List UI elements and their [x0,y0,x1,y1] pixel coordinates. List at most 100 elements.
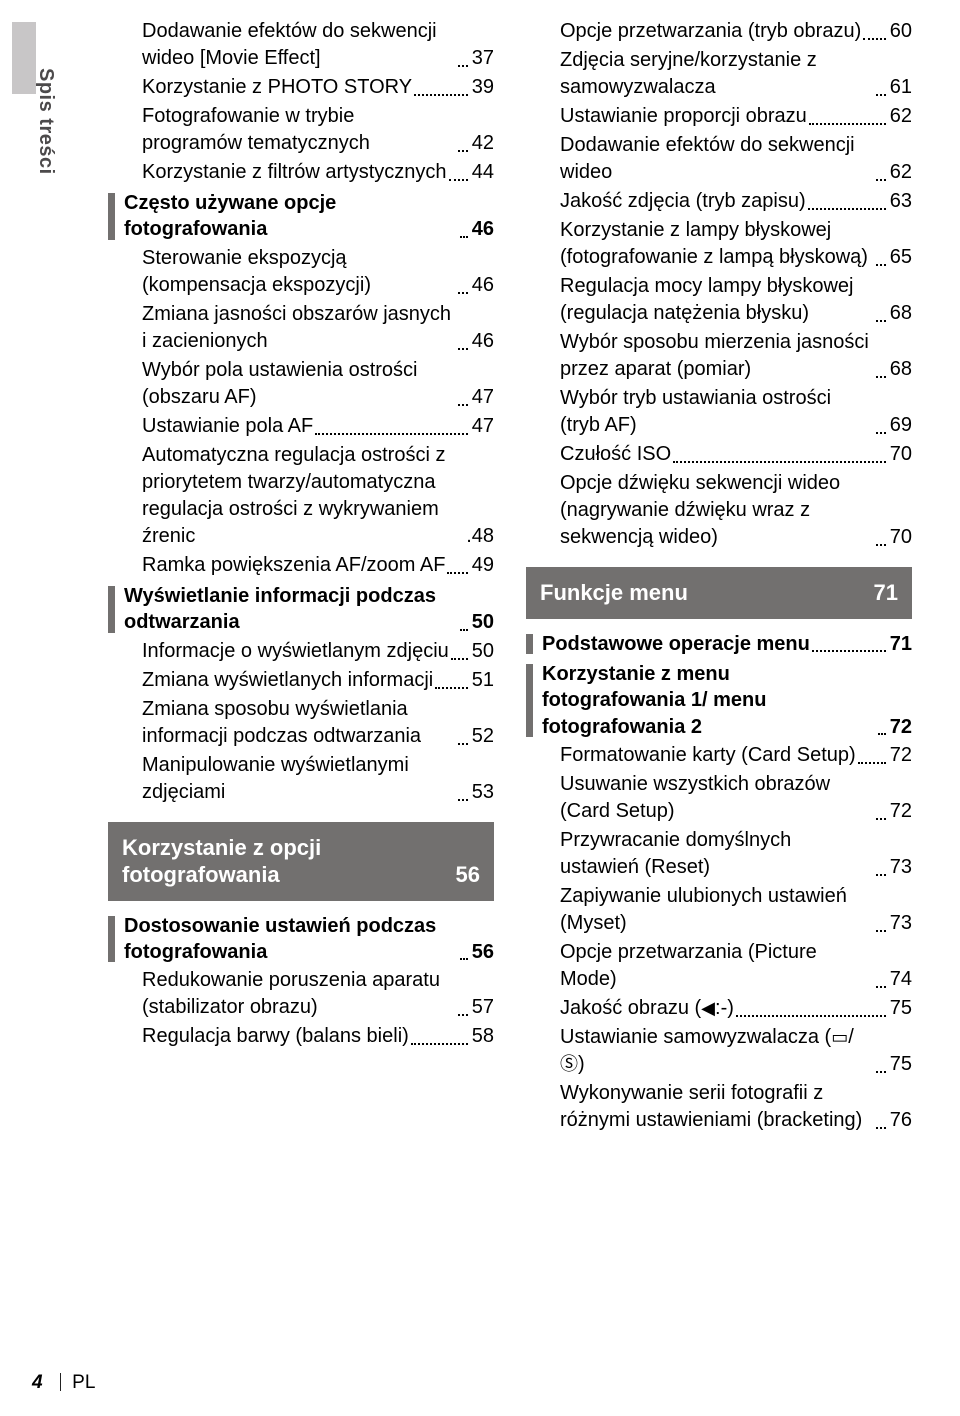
chapter-page: 71 [874,579,898,607]
toc-item-page: 62 [890,159,912,186]
toc-leader [460,958,468,960]
toc-column-left: Dodawanie efektów do sekwencji wideo [Mo… [108,18,494,1136]
toc-item: Dodawanie efektów do sekwencji wideo 62 [526,132,912,186]
toc-item: Opcje dźwięku sekwencji wideo (nagrywani… [526,470,912,551]
toc-item: Korzystanie z PHOTO STORY 39 [108,74,494,101]
toc-item-page: 75 [890,995,912,1022]
toc-leader [876,986,886,988]
section-page: 50 [472,609,494,635]
toc-item: Ustawianie samowyzwalacza (▭/Ⓢ) 75 [526,1024,912,1078]
toc-item: Jakość obrazu (◀:-) 75 [526,995,912,1022]
toc-item-page: 72 [890,798,912,825]
toc-item-page: 75 [890,1051,912,1078]
section-bar [108,193,115,240]
toc-item: Usuwanie wszystkich obrazów (Card Setup)… [526,771,912,825]
section-bar [108,916,115,963]
toc-leader [673,461,886,463]
toc-item-page: .48 [466,523,494,550]
toc-chapter: Korzystanie z opcji fotografowania 56 [108,822,494,901]
toc-leader [458,404,468,406]
toc-leader [876,1071,886,1073]
section-title: Dostosowanie ustawień podczas fotografow… [124,913,458,966]
toc-item-page: 68 [890,300,912,327]
toc-item-text: Zmiana wyświetlanych informacji [142,667,433,694]
toc-item-page: 62 [890,103,912,130]
toc-item: Zdjęcia seryjne/korzystanie z samowyzwal… [526,47,912,101]
toc-item: Korzystanie z lampy błyskowej (fotografo… [526,217,912,271]
toc-item-text: Zdjęcia seryjne/korzystanie z samowyzwal… [560,47,874,101]
toc-item-text: Czułość ISO [560,441,671,468]
section-bar [108,586,115,633]
toc-leader [858,762,886,764]
toc-leader [876,320,886,322]
toc-item: Zmiana jasności obszarów jasnych i zacie… [108,301,494,355]
toc-item-page: 74 [890,966,912,993]
toc-item-text: Przywracanie domyślnych ustawień (Reset) [560,827,874,881]
toc-item: Regulacja barwy (balans bieli) 58 [108,1023,494,1050]
toc-item: Automatyczna regulacja ostrości z priory… [108,442,494,550]
section-page: 72 [890,714,912,740]
section-page: 46 [472,216,494,242]
toc-item-page: 70 [890,524,912,551]
toc-item: Wykonywanie serii fotografii z różnymi u… [526,1080,912,1134]
toc-item-page: 42 [472,130,494,157]
toc-item-text: Wybór pola ustawienia ostrości (obszaru … [142,357,456,411]
chapter-page: 56 [456,861,480,889]
toc-item: Jakość zdjęcia (tryb zapisu) 63 [526,188,912,215]
toc-item: Ustawianie proporcji obrazu 62 [526,103,912,130]
toc-item: Formatowanie karty (Card Setup) 72 [526,742,912,769]
toc-leader [460,629,468,631]
toc-leader [878,733,886,735]
toc-leader [876,94,886,96]
toc-item: Korzystanie z filtrów artystycznych 44 [108,159,494,186]
toc-item-page: 70 [890,441,912,468]
toc-leader [460,236,468,238]
toc-item: Ramka powiększenia AF/zoom AF 49 [108,552,494,579]
toc-leader [458,799,468,801]
toc-leader [458,65,468,67]
toc-item-text: Opcje przetwarzania (tryb obrazu) [560,18,861,45]
section-bar [526,634,533,654]
toc-leader [315,433,468,435]
toc-item-page: 50 [472,638,494,665]
toc-item: Dodawanie efektów do sekwencji wideo [Mo… [108,18,494,72]
section-title: Korzystanie z menu fotografowania 1/ men… [542,661,876,740]
section-title: Często używane opcje fotografowania [124,190,458,243]
toc-item: Zmiana wyświetlanych informacji 51 [108,667,494,694]
toc-item: Wybór sposobu mierzenia jasności przez a… [526,329,912,383]
section-title: Podstawowe operacje menu [542,631,810,657]
toc-item: Ustawianie pola AF 47 [108,413,494,440]
toc-item-page: 46 [472,272,494,299]
toc-item: Opcje przetwarzania (tryb obrazu) 60 [526,18,912,45]
toc-leader [808,208,886,210]
toc-chapter: Funkcje menu 71 [526,567,912,619]
toc-item-text: Jakość zdjęcia (tryb zapisu) [560,188,806,215]
toc-item: Zmiana sposobu wyświetlania informacji p… [108,696,494,750]
section-page: 71 [890,631,912,657]
toc-leader [809,123,886,125]
toc-section: Korzystanie z menu fotografowania 1/ men… [526,661,912,740]
toc-item-page: 47 [472,413,494,440]
toc-section: Podstawowe operacje menu 71 [526,631,912,657]
toc-item-text: Opcje przetwarzania (Picture Mode) [560,939,874,993]
toc-item: Opcje przetwarzania (Picture Mode) 74 [526,939,912,993]
toc-item-page: 61 [890,74,912,101]
toc-item-text: Dodawanie efektów do sekwencji wideo [560,132,874,186]
toc-leader [876,544,886,546]
toc-item-text: Ustawianie samowyzwalacza (▭/Ⓢ) [560,1024,874,1078]
section-title: Wyświetlanie informacji podczas odtwarza… [124,583,458,636]
chapter-title: Korzystanie z opcji fotografowania [122,834,444,889]
toc-item-page: 72 [890,742,912,769]
toc-item: Manipulowanie wyświetlanymi zdjęciami 53 [108,752,494,806]
side-tab: Spis treści [12,22,58,242]
toc-item-text: Ustawianie proporcji obrazu [560,103,807,130]
toc-item-page: 76 [890,1107,912,1134]
toc-item-text: Jakość obrazu (◀:-) [560,995,734,1022]
toc-leader [876,179,886,181]
toc-item-page: 39 [472,74,494,101]
toc-item-page: 58 [472,1023,494,1050]
toc-leader [458,150,468,152]
chapter-title: Funkcje menu [540,579,862,607]
toc-leader [458,292,468,294]
side-tab-label: Spis treści [34,68,57,175]
